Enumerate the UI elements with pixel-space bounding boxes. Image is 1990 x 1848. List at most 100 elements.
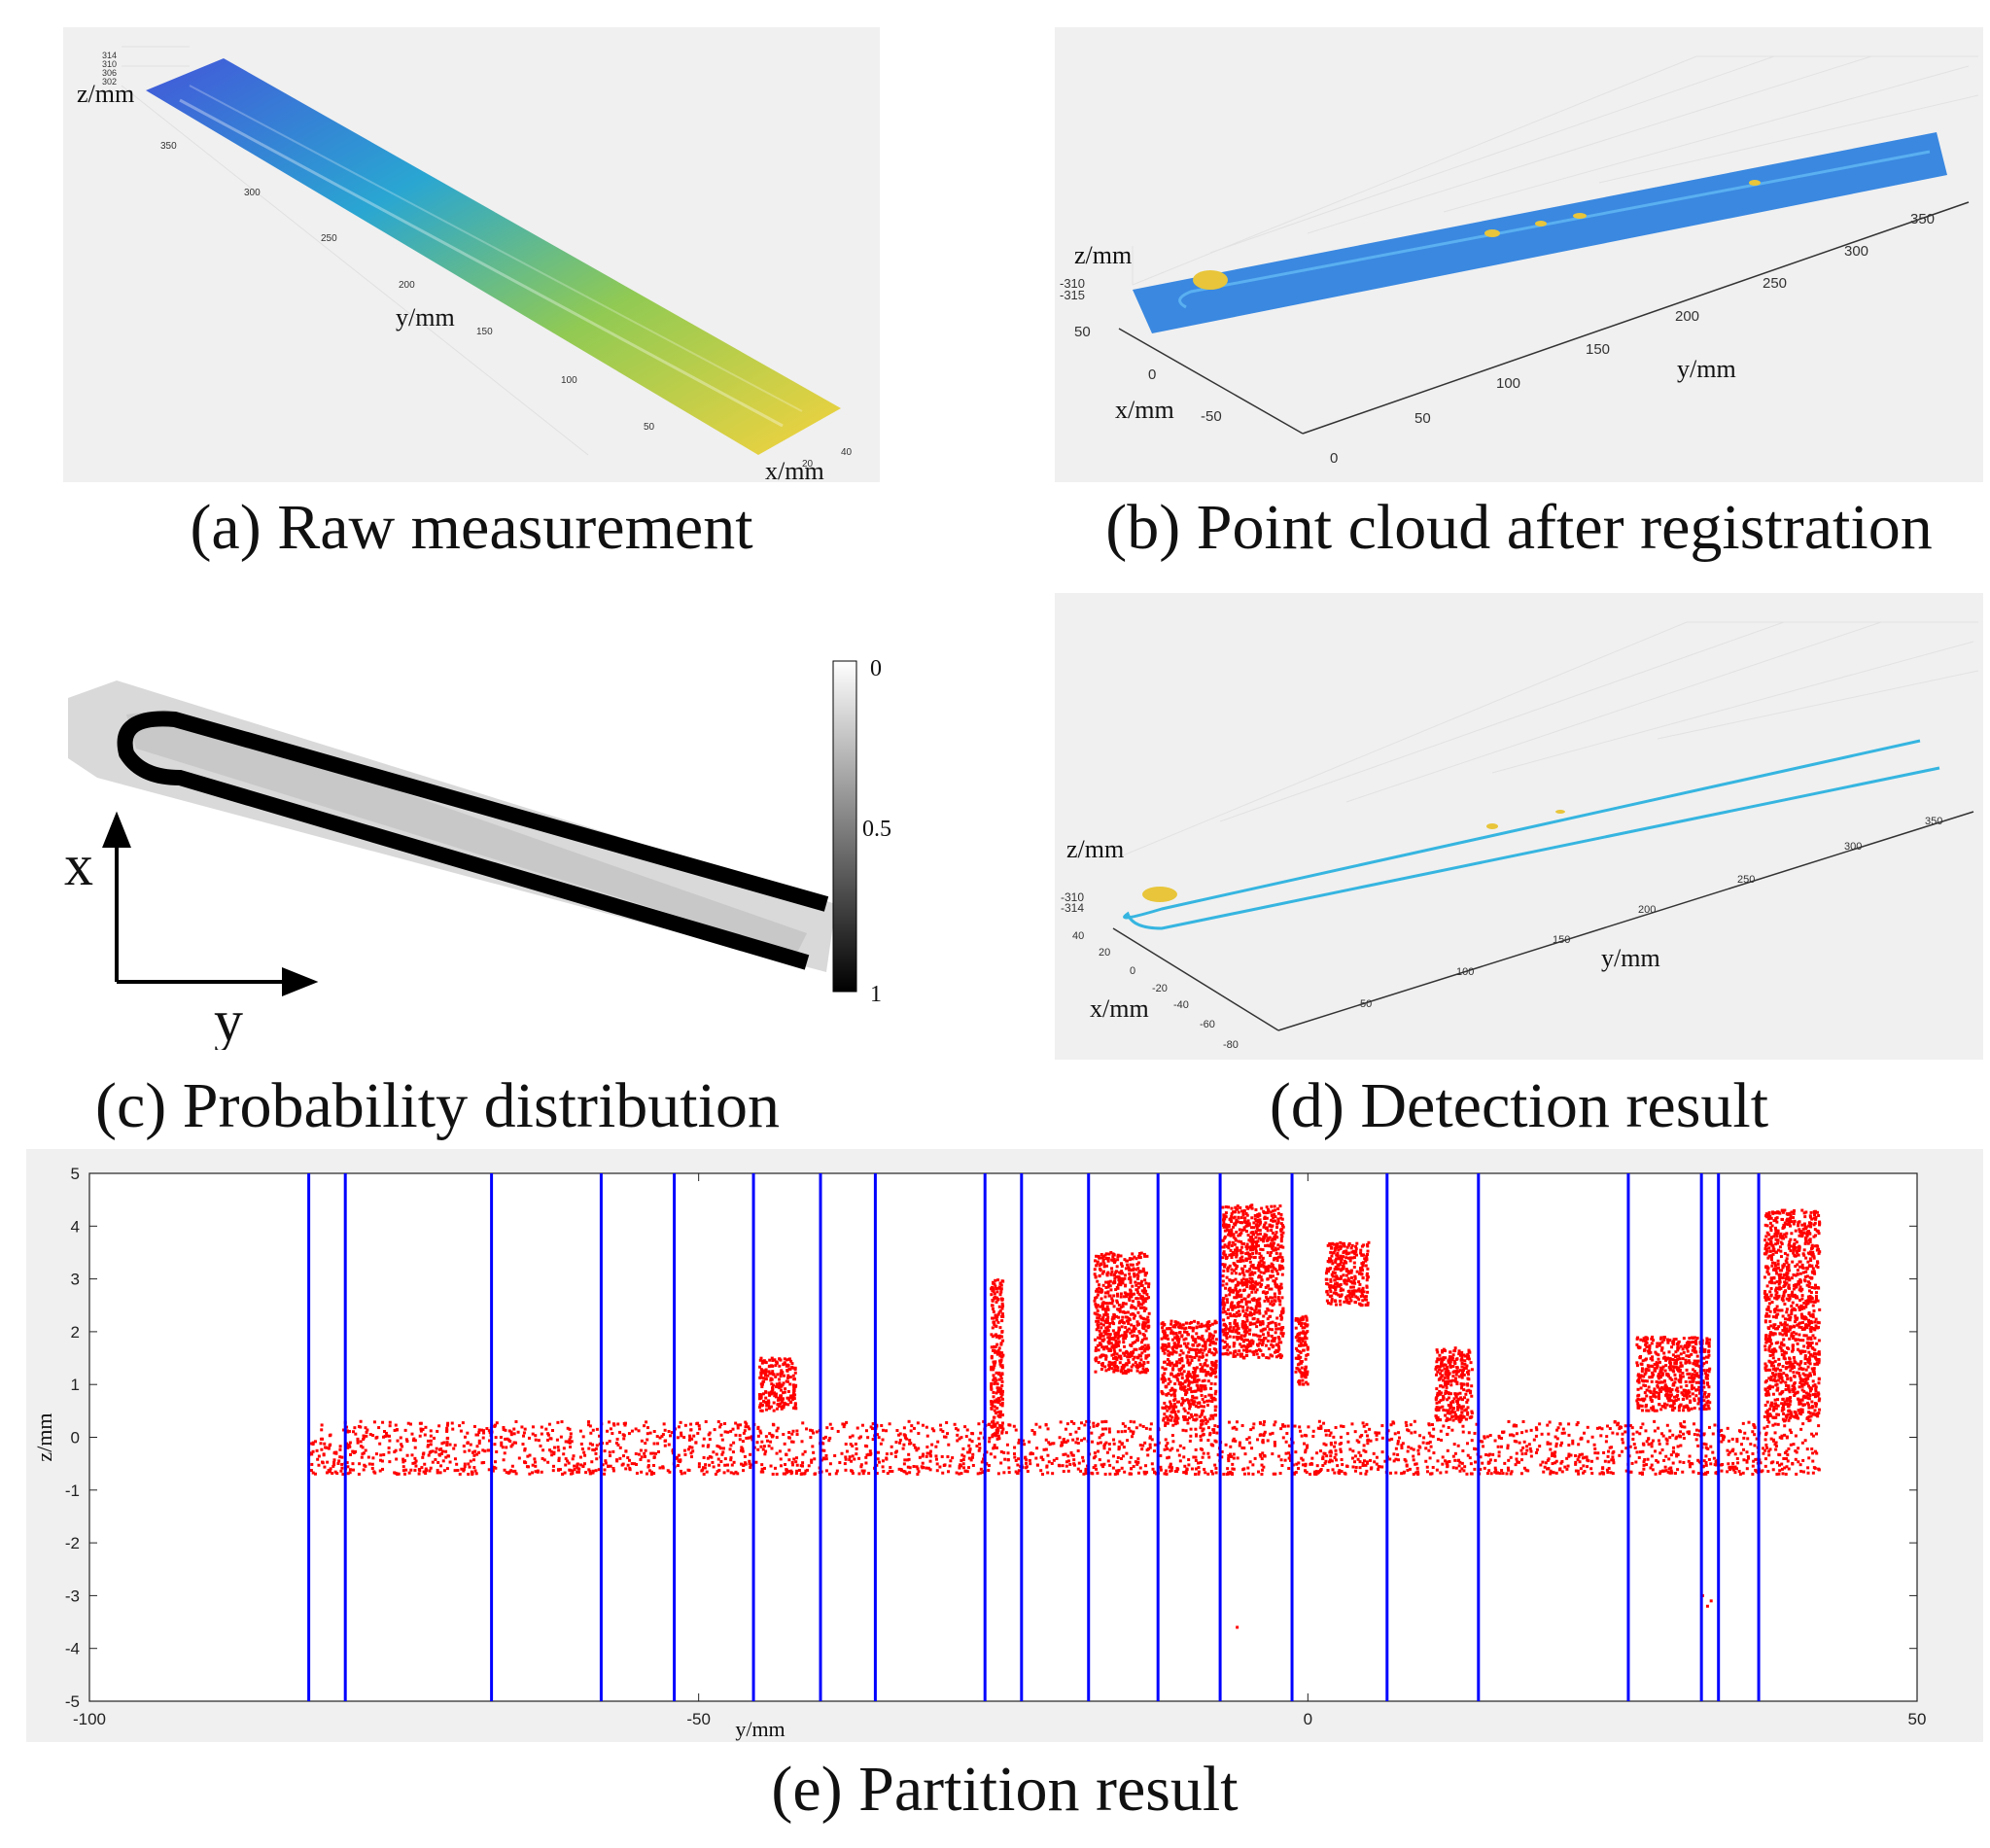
scatter-point [941,1429,945,1433]
scatter-point [1259,1349,1263,1353]
scatter-point [1069,1419,1073,1423]
scatter-point [332,1458,336,1462]
scatter-point [1098,1329,1101,1333]
scatter-point [1120,1466,1124,1470]
scatter-point [1260,1457,1264,1461]
scatter-point [1556,1426,1560,1430]
panel-a-y-tick: 250 [321,233,337,244]
scatter-point [1278,1255,1282,1259]
scatter-point [1276,1354,1280,1358]
scatter-point [1603,1459,1607,1463]
scatter-point [1004,1431,1008,1435]
scatter-point [1675,1452,1679,1456]
scatter-point [1135,1288,1138,1292]
scatter-point [1482,1445,1485,1448]
scatter-point [1265,1234,1269,1238]
scatter-point [1107,1348,1111,1352]
scatter-point [1213,1382,1217,1386]
scatter-point [1173,1344,1177,1348]
scatter-point [1136,1460,1140,1464]
scatter-point [1178,1386,1182,1390]
scatter-point [1196,1374,1200,1377]
panel-d-x-label: x/mm [1090,994,1149,1023]
panel-c-boundary [117,711,829,970]
scatter-point [1169,1379,1172,1383]
scatter-point [776,1373,780,1377]
scatter-point [1112,1364,1116,1368]
scatter-point [1488,1452,1492,1456]
scatter-point [1254,1290,1258,1294]
scatter-point [958,1472,961,1476]
scatter-point [1208,1339,1212,1342]
scatter-point [439,1464,443,1468]
scatter-point [1239,1338,1243,1342]
scatter-point [1262,1423,1266,1427]
scatter-point [505,1446,508,1449]
scatter-point [777,1404,781,1408]
scatter-point [1694,1428,1698,1432]
scatter-point [1096,1343,1100,1347]
scatter-point [1241,1308,1245,1312]
scatter-point [624,1449,628,1453]
scatter-point [570,1440,574,1444]
scatter-point [996,1320,1000,1324]
scatter-point [1598,1426,1602,1430]
scatter-point [1202,1409,1205,1412]
scatter-point [1439,1429,1443,1433]
scatter-point [1246,1466,1250,1470]
scatter-point [1065,1460,1068,1464]
scatter-point [1141,1367,1145,1371]
scatter-point [1112,1442,1116,1446]
scatter-point [1228,1278,1232,1282]
scatter-point [1231,1439,1235,1443]
scatter-point [734,1470,738,1474]
scatter-point [401,1457,405,1461]
scatter-point [1574,1454,1578,1458]
scatter-point [1650,1463,1654,1467]
scatter-point [1142,1362,1146,1366]
scatter-point [1106,1308,1110,1311]
scatter-point [1220,1450,1224,1454]
scatter-point [1159,1453,1163,1457]
scatter-point [1200,1322,1204,1326]
scatter-point [1180,1381,1184,1385]
scatter-point [834,1472,838,1476]
scatter-point [1567,1454,1571,1458]
scatter-point [551,1469,555,1473]
scatter-point [1255,1320,1259,1324]
scatter-point [1117,1326,1121,1330]
scatter-point [844,1468,848,1472]
scatter-point [1185,1354,1189,1358]
scatter-point [928,1451,932,1455]
scatter-point [1083,1423,1087,1427]
scatter-point [782,1391,786,1395]
scatter-point [1104,1280,1108,1284]
scatter-point [905,1472,909,1476]
scatter-point [1264,1292,1268,1296]
scatter-point [1316,1471,1320,1475]
scatter-point [1099,1337,1102,1341]
scatter-point [1161,1376,1165,1379]
scatter-point [995,1350,998,1354]
scatter-point [1198,1414,1202,1418]
scatter-point [1605,1435,1609,1439]
scatter-point [1197,1470,1201,1474]
scatter-point [1805,1447,1809,1451]
scatter-point [1799,1427,1803,1431]
scatter-point [365,1430,368,1434]
scatter-point [1274,1238,1277,1241]
scatter-point [1123,1424,1127,1428]
scatter-point [421,1455,425,1459]
scatter-point [1571,1439,1575,1443]
scatter-point [475,1445,479,1448]
scatter-point [1100,1256,1104,1260]
scatter-point [1190,1358,1194,1362]
scatter-point [1187,1370,1191,1374]
scatter-point [601,1463,605,1467]
scatter-point [413,1468,417,1472]
scatter-point [328,1470,332,1474]
scatter-point [1341,1463,1344,1467]
scatter-point [1185,1375,1189,1378]
scatter-point [1186,1421,1190,1425]
scatter-point [774,1364,778,1368]
